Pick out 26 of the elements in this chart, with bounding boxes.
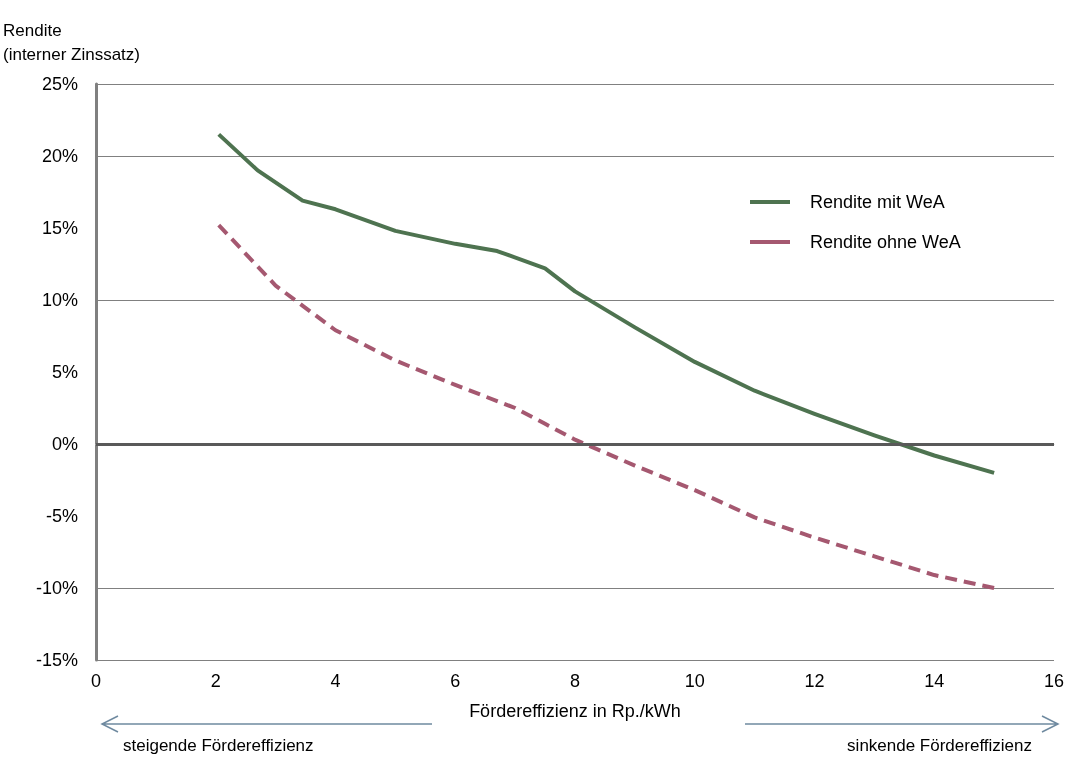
legend-label: Rendite ohne WeA: [810, 232, 961, 252]
x-tick-label: 10: [684, 671, 705, 691]
x-tick-label: 2: [210, 671, 221, 691]
text: steigende Fördereffizienz: [123, 736, 314, 755]
x-tick-label: 16: [1043, 671, 1065, 691]
y-tick-label: 25%: [41, 74, 78, 94]
y-axis-title: Rendite (interner Zinssatz): [3, 20, 140, 64]
x-tick-label: 8: [569, 671, 581, 691]
y-tick-label: -15%: [35, 650, 78, 670]
x-tick-label: 14: [924, 671, 945, 691]
y-tick-label: 5%: [51, 362, 78, 382]
y-tick-label: 20%: [41, 146, 78, 166]
y-tick-label: -5%: [45, 506, 78, 526]
x-tick-label: 0: [90, 671, 102, 691]
y-tick-label: 10%: [41, 290, 78, 310]
y-tick-label: 15%: [41, 218, 78, 238]
line-series: [216, 223, 997, 590]
x-tick-label: 12: [804, 671, 825, 691]
x-axis-title: Fördereffizienz in Rp./kWh: [469, 701, 681, 721]
legend-label: Rendite mit WeA: [810, 192, 945, 212]
y-tick-label: -10%: [35, 578, 78, 598]
x-tick-label: 6: [450, 671, 461, 691]
x-tick-label: 4: [330, 671, 341, 691]
line-series: [216, 132, 997, 475]
y-tick-label: 0%: [51, 434, 78, 454]
text: sinkende Fördereffizienz: [847, 736, 1033, 755]
